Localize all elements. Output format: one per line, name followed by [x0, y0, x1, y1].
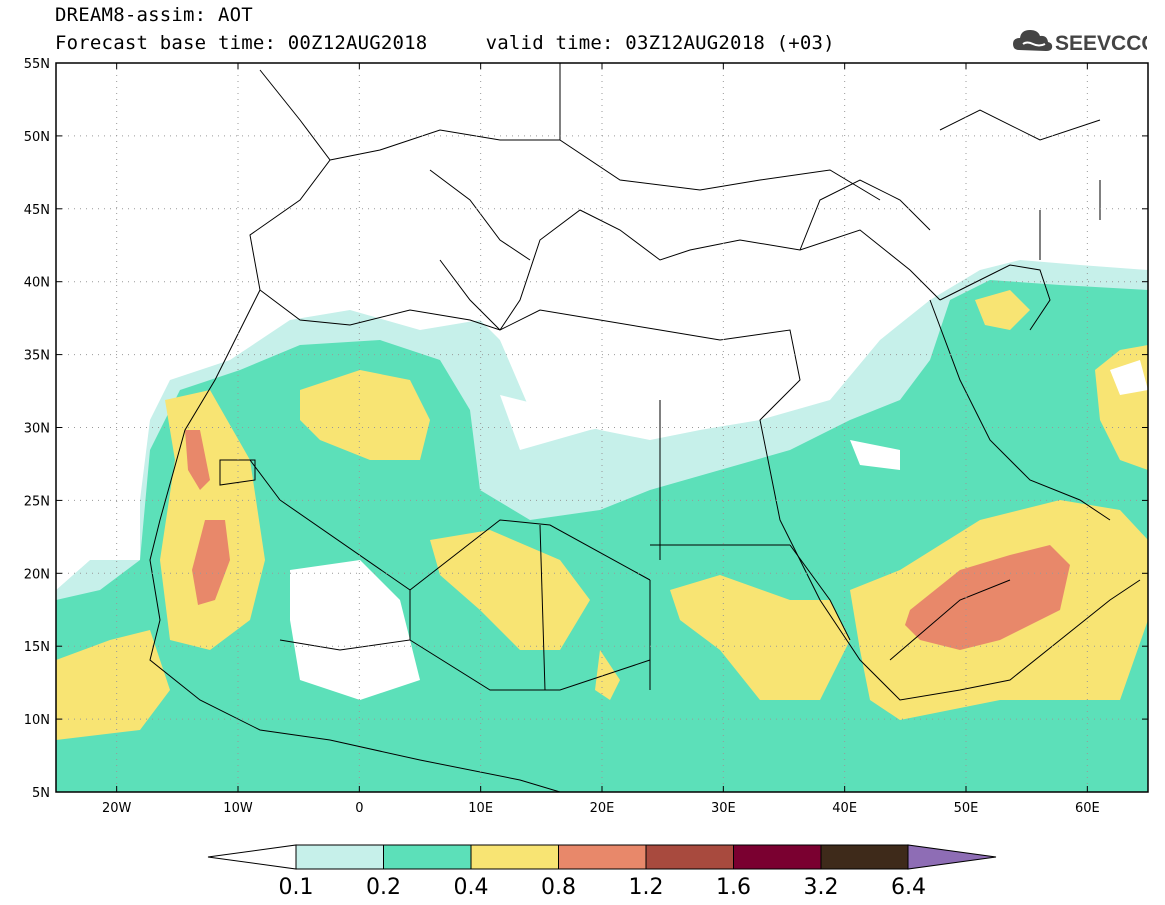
colorbar-level-label: 1.2	[629, 875, 664, 900]
seevccc-logo: SEEVCCC	[1013, 30, 1147, 55]
colorbar-under-arrow	[207, 844, 297, 870]
colorbar-level-label: 0.8	[541, 875, 576, 900]
colorbar-level-label: 3.2	[804, 875, 839, 900]
lon-label: 30E	[711, 801, 736, 816]
colorbar-level-label: 0.1	[279, 875, 314, 900]
graticule	[56, 63, 1148, 792]
lon-label: 50E	[954, 801, 979, 816]
lon-label: 20E	[590, 801, 615, 816]
lat-label: 20N	[24, 567, 50, 582]
lat-label: 10N	[24, 713, 50, 728]
colorbar-bin	[295, 844, 384, 870]
lat-label: 15N	[24, 640, 50, 655]
lat-label: 30N	[24, 422, 50, 437]
lat-label: 55N	[24, 57, 50, 72]
colorbar-level-label: 0.2	[366, 875, 401, 900]
logo-text: SEEVCCC	[1055, 32, 1147, 55]
colorbar-bin	[470, 844, 559, 870]
colorbar-level-label: 6.4	[891, 875, 926, 900]
contour-0.8	[185, 430, 1070, 650]
lat-label: 40N	[24, 276, 50, 291]
lon-label: 40E	[832, 801, 857, 816]
lon-label: 10W	[223, 801, 253, 816]
colorbar: 0.1 0.2 0.4 0.8 1.2 1.6 3.2 6.4	[207, 844, 997, 900]
colorbar-bin	[558, 844, 647, 870]
lat-label: 45N	[24, 203, 50, 218]
clear-areas	[56, 63, 1148, 700]
lon-label: 10E	[468, 801, 493, 816]
lat-label: 50N	[24, 130, 50, 145]
colorbar-bin	[733, 844, 822, 870]
forecast-times: Forecast base time: 00Z12AUG2018 valid t…	[55, 32, 835, 54]
lon-label: 20W	[102, 801, 132, 816]
cloud-icon	[1013, 30, 1053, 51]
lat-label: 35N	[24, 349, 50, 364]
colorbar-bin	[645, 844, 734, 870]
lat-label: 5N	[32, 786, 50, 801]
lat-label: 25N	[24, 494, 50, 509]
axis-ticks: 20W 10W 0 10E 20E 30E 40E 50E 60E 5N 10N 15N 20N 25N 3…	[24, 57, 1148, 816]
colorbar-level-label: 1.6	[716, 875, 751, 900]
lon-label: 60E	[1075, 801, 1100, 816]
colorbar-bin	[383, 844, 472, 870]
lon-label: 0	[355, 801, 363, 816]
colorbar-level-label: 0.4	[454, 875, 489, 900]
aot-contours	[56, 63, 1148, 792]
colorbar-bin	[820, 844, 909, 870]
map-title: DREAM8-assim: AOT	[55, 4, 253, 26]
colorbar-over-arrow	[907, 844, 997, 870]
